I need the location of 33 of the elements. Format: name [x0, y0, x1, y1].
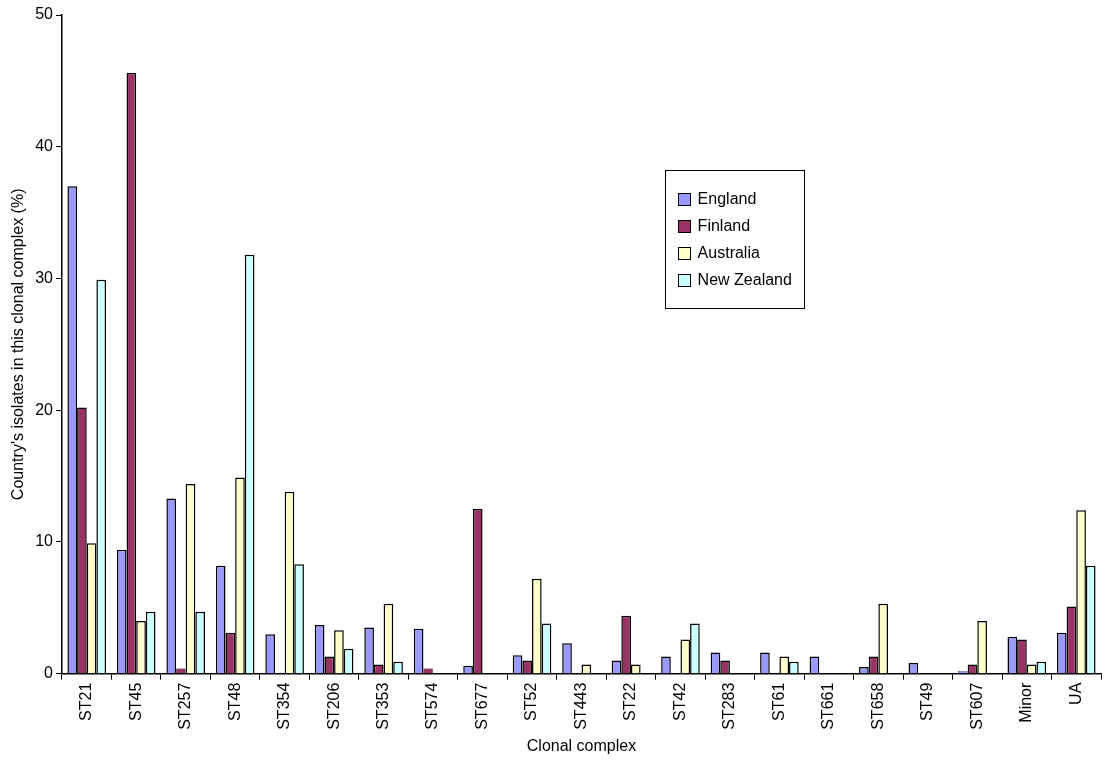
x-tick-label: ST61 [769, 682, 787, 721]
y-tick-label: 10 [35, 532, 54, 550]
legend-label: England [697, 190, 757, 208]
x-tick-label: ST21 [77, 682, 95, 721]
y-tick-label: 30 [35, 268, 54, 286]
x-tick-label: ST22 [621, 682, 639, 721]
x-tick-label: ST206 [324, 682, 342, 730]
x-tick-label: ST607 [967, 682, 985, 730]
x-tick-label: ST574 [423, 682, 441, 730]
x-axis-title: Clonal complex [526, 736, 637, 754]
x-tick-label: Minor [1017, 682, 1035, 723]
x-tick-label: ST283 [720, 682, 738, 730]
x-tick-label: UA [1066, 682, 1084, 705]
x-tick-label: ST661 [819, 682, 837, 730]
x-tick-label: ST48 [225, 682, 243, 721]
x-tick-label: ST45 [126, 682, 144, 721]
x-tick-label: ST677 [472, 682, 490, 730]
x-tick-label: ST49 [918, 682, 936, 721]
legend-label: Australia [697, 244, 760, 262]
x-tick-label: ST52 [522, 682, 540, 721]
legend-label: Finland [697, 217, 751, 235]
y-tick-label: 40 [35, 137, 54, 155]
y-tick-label: 20 [35, 400, 54, 418]
x-tick-label: ST257 [176, 682, 194, 730]
legend-label: New Zealand [697, 271, 792, 289]
y-axis-title: Country's isolates in this clonal complex (%) [9, 188, 27, 501]
y-tick-label: 50 [35, 5, 54, 23]
y-tick-label: 0 [44, 664, 54, 682]
x-tick-label: ST443 [571, 682, 589, 730]
x-tick-label: ST42 [670, 682, 688, 721]
x-tick-label: ST353 [374, 682, 391, 730]
x-tick-label: ST658 [868, 682, 886, 730]
x-tick-label: ST354 [275, 682, 293, 730]
